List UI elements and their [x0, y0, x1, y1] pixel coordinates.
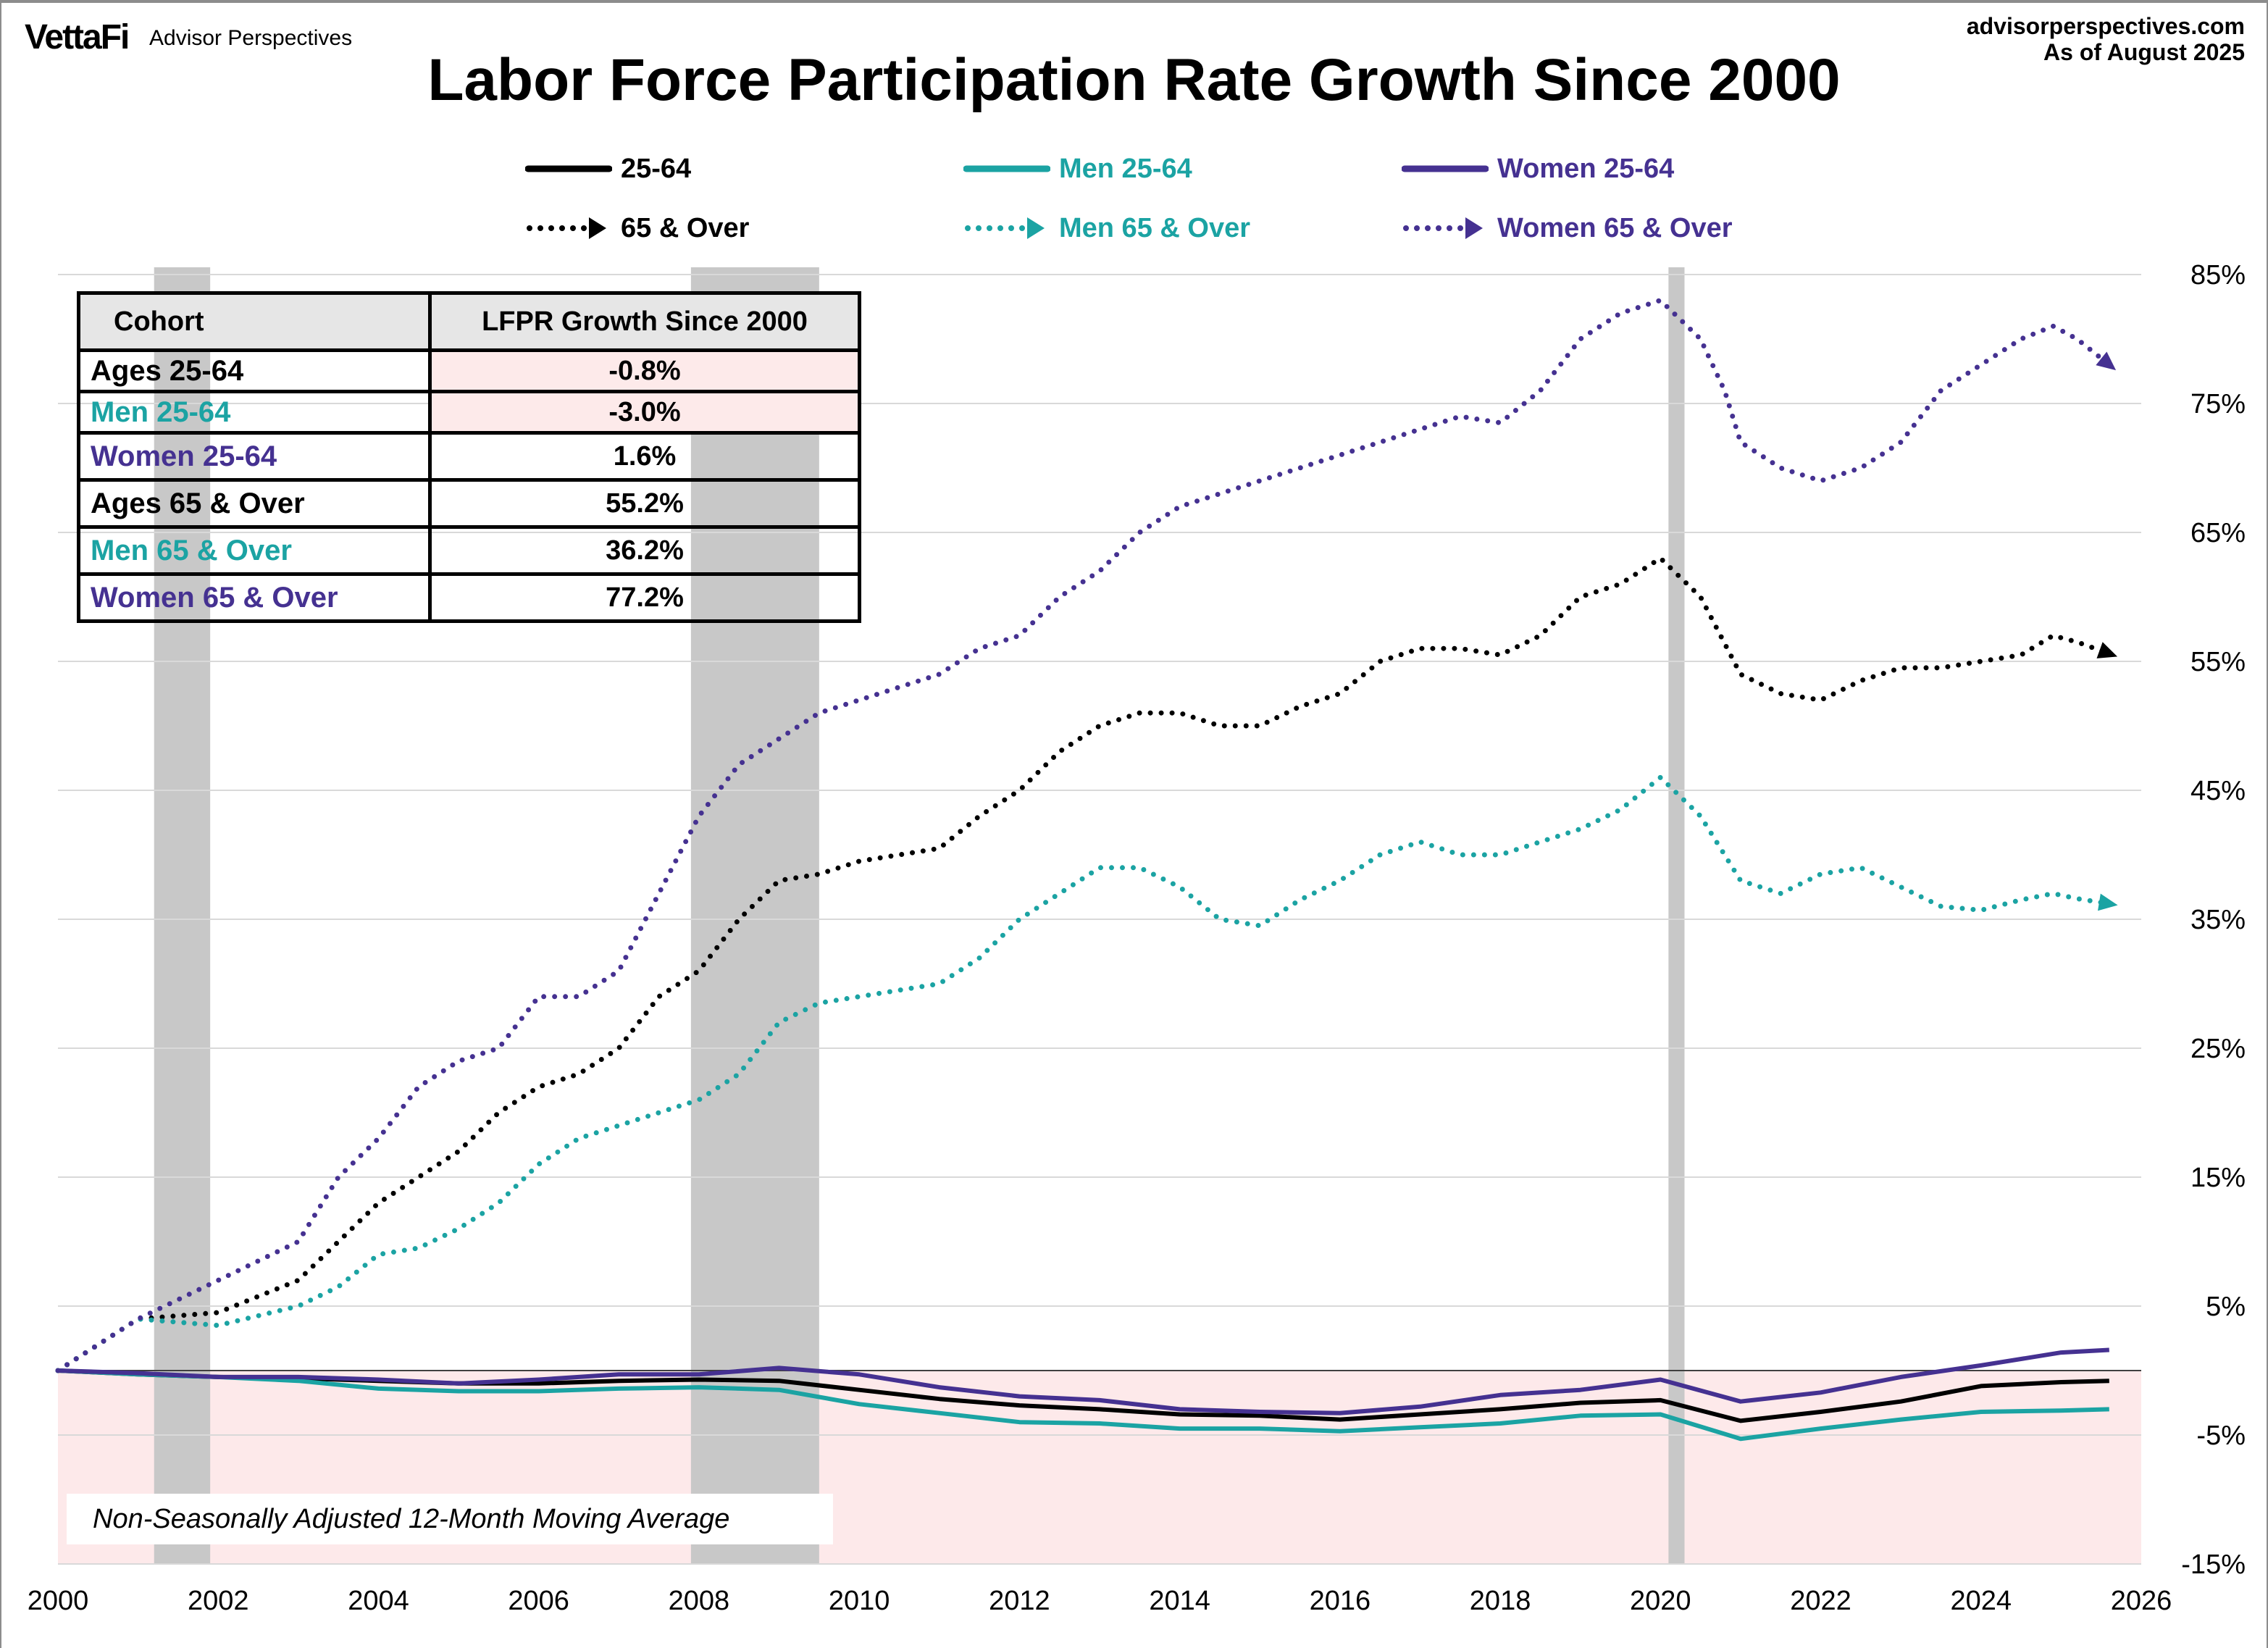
growth-value-cell: -0.8%	[428, 348, 861, 393]
growth-value-cell: 36.2%	[428, 525, 861, 576]
x-tick-label: 2002	[188, 1586, 249, 1616]
logo-subtitle: Advisor Perspectives	[149, 26, 353, 50]
y-tick-label: 85%	[2190, 260, 2246, 290]
table-row: Ages 25-64 -0.8%	[77, 348, 861, 393]
vettafi-logo: VettaFi	[25, 18, 130, 57]
x-tick-label: 2018	[1470, 1586, 1531, 1616]
x-tick-label: 2020	[1630, 1586, 1691, 1616]
legend-item: Men 25-64	[963, 151, 1192, 187]
legend-line-icon	[1402, 165, 1489, 172]
legend-item: Women 65 & Over	[1402, 210, 1733, 246]
y-tick-label: 5%	[2206, 1292, 2246, 1322]
header-cohort: Cohort	[77, 291, 432, 352]
chart-title: Labor Force Participation Rate Growth Si…	[427, 47, 1841, 113]
legend-line-icon	[525, 165, 612, 172]
legend-label: Men 65 & Over	[1059, 212, 1250, 243]
legend-item: 65 & Over	[525, 210, 749, 246]
legend-item: Women 25-64	[1402, 151, 1674, 187]
x-tick-label: 2026	[2111, 1586, 2172, 1616]
x-axis-ticks: 2000 2002 2004 2006 2008 2010 2012 2014 2016 2018…	[28, 1586, 2172, 1616]
y-tick-label: 65%	[2190, 518, 2246, 548]
cohort-cell: Men 25-64	[77, 390, 432, 435]
legend-dotted-arrow-icon	[1403, 217, 1483, 239]
x-tick-label: 2014	[1149, 1586, 1210, 1616]
table-row: Women 65 & Over 77.2%	[77, 572, 861, 623]
legend-line-icon	[963, 165, 1050, 172]
legend-dotted-arrow-icon	[965, 217, 1045, 239]
series-line-women-65-over	[55, 298, 2112, 1373]
x-tick-label: 2010	[829, 1586, 890, 1616]
series-line-men-25-64	[57, 1368, 2109, 1442]
y-tick-label: -5%	[2196, 1421, 2246, 1451]
recession-band	[1668, 267, 1685, 1564]
series-line-65-over	[55, 556, 2112, 1373]
growth-value-cell: -3.0%	[428, 390, 861, 435]
legend-dotted-arrow-icon	[527, 217, 606, 239]
table-row: Men 25-64 -3.0%	[77, 390, 861, 435]
y-tick-label: 55%	[2190, 647, 2246, 677]
annotation-note: Non-Seasonally Adjusted 12-Month Moving …	[67, 1494, 833, 1544]
x-tick-label: 2006	[508, 1586, 569, 1616]
legend-label: Women 25-64	[1497, 153, 1675, 184]
table-row: Men 65 & Over 36.2%	[77, 525, 861, 576]
x-tick-label: 2016	[1310, 1586, 1371, 1616]
y-tick-label: 35%	[2190, 905, 2246, 935]
site-url: advisorperspectives.com	[1966, 13, 2245, 39]
series-lines	[55, 298, 2118, 1442]
y-tick-label: 25%	[2190, 1034, 2246, 1064]
cohort-cell: Women 25-64	[77, 431, 432, 482]
series-arrow-marker	[2096, 351, 2117, 371]
header-growth: LFPR Growth Since 2000	[428, 291, 861, 352]
table-row: Women 25-64 1.6%	[77, 431, 861, 482]
legend-label: Women 65 & Over	[1497, 212, 1733, 243]
growth-value-cell: 77.2%	[428, 572, 861, 623]
series-arrow-marker	[2096, 642, 2118, 658]
cohort-cell: Women 65 & Over	[77, 572, 432, 623]
legend-label: 65 & Over	[621, 212, 750, 243]
growth-value-cell: 1.6%	[428, 431, 861, 482]
legend-item: 25-64	[525, 151, 691, 187]
x-tick-label: 2004	[348, 1586, 409, 1616]
y-tick-label: 75%	[2190, 389, 2246, 419]
y-tick-label: -15%	[2181, 1549, 2246, 1580]
series-arrow-marker	[2098, 893, 2118, 911]
x-tick-label: 2022	[1790, 1586, 1851, 1616]
x-tick-label: 2012	[989, 1586, 1050, 1616]
y-axis-ticks: 85% 75% 65% 55% 45% 35% 25% 15% 5% -5% -15%	[2181, 260, 2246, 1580]
series-line-women-25-64	[57, 1347, 2109, 1415]
series-line-men-65-over	[55, 774, 2112, 1373]
cohort-cell: Ages 65 & Over	[77, 478, 432, 529]
legend-label: Men 25-64	[1059, 153, 1192, 184]
legend-item: Men 65 & Over	[963, 210, 1250, 246]
summary-table: Cohort LFPR Growth Since 2000 Ages 25-64…	[77, 291, 861, 623]
y-tick-label: 45%	[2190, 776, 2246, 806]
cohort-cell: Men 65 & Over	[77, 525, 432, 576]
growth-value-cell: 55.2%	[428, 478, 861, 529]
x-tick-label: 2000	[28, 1586, 89, 1616]
x-tick-label: 2008	[669, 1586, 730, 1616]
y-tick-label: 15%	[2190, 1163, 2246, 1193]
table-header-row: Cohort LFPR Growth Since 2000	[77, 291, 861, 352]
cohort-cell: Ages 25-64	[77, 348, 432, 393]
x-tick-label: 2024	[1950, 1586, 2012, 1616]
table-row: Ages 65 & Over 55.2%	[77, 478, 861, 529]
legend-label: 25-64	[621, 153, 692, 184]
as-of-date: As of August 2025	[2043, 39, 2245, 65]
